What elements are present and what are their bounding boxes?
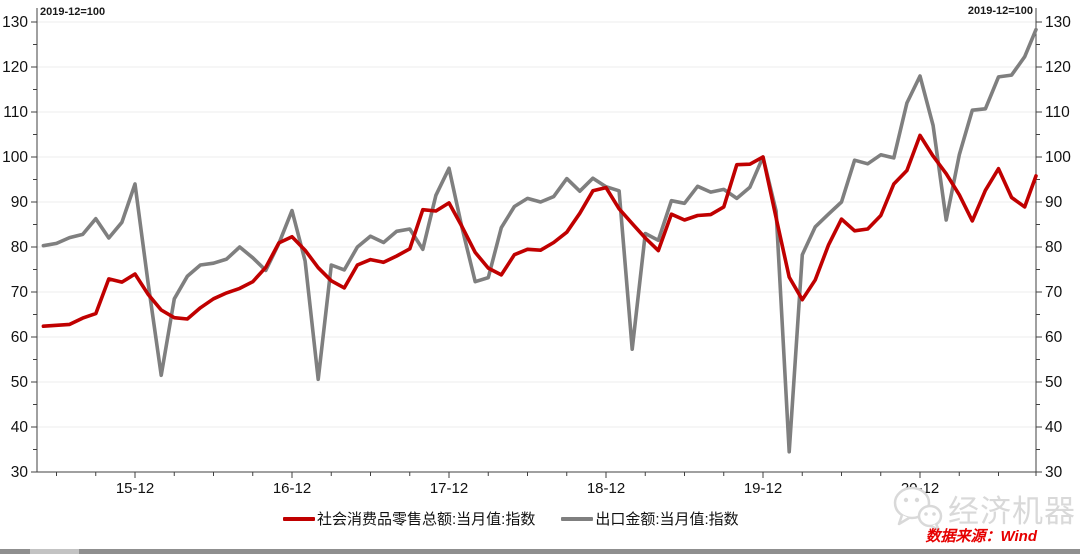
y-axis-label-right: 130 <box>1045 14 1071 31</box>
y-axis-label-right: 50 <box>1045 374 1063 391</box>
x-axis-label: 19-12 <box>744 480 782 497</box>
export-value-line <box>41 27 1038 454</box>
bottom-window-edge <box>0 549 1080 554</box>
y-axis-label-right: 30 <box>1045 464 1063 481</box>
x-axis-label: 15-12 <box>116 480 154 497</box>
y-axis-label-right: 90 <box>1045 194 1063 211</box>
watermark: 经济机器 <box>892 483 1076 533</box>
x-axis-label: 17-12 <box>430 480 468 497</box>
retail-line-swatch <box>283 516 315 521</box>
y-axis-label-right: 120 <box>1045 59 1071 76</box>
legend-label-retail: 社会消费品零售总额:当月值:指数 <box>317 511 536 528</box>
y-axis-label-left: 80 <box>11 239 29 256</box>
legend: 社会消费品零售总额:当月值:指数 出口金额:当月值:指数 <box>283 508 739 529</box>
index-note-right: 2019-12=100 <box>967 5 1033 17</box>
data-source-note: 数据来源：Wind <box>925 528 1037 545</box>
x-axis-label: 16-12 <box>273 480 311 497</box>
y-axis-label-right: 100 <box>1045 149 1071 166</box>
export-line-swatch <box>561 516 594 521</box>
retail-sales-line <box>41 133 1038 329</box>
y-axis-label-right: 80 <box>1045 239 1063 256</box>
x-axis-label: 18-12 <box>587 480 625 497</box>
y-axis-label-left: 70 <box>11 284 29 301</box>
legend-item-export: 出口金额:当月值:指数 <box>561 508 739 529</box>
y-axis-label-left: 90 <box>11 194 29 211</box>
y-axis-label-left: 120 <box>2 59 28 76</box>
legend-label-export: 出口金额:当月值:指数 <box>595 511 739 528</box>
y-axis-label-left: 100 <box>2 149 28 166</box>
y-axis-label-left: 60 <box>11 329 29 346</box>
y-axis-label-right: 40 <box>1045 419 1063 436</box>
y-axis-label-left: 40 <box>11 419 29 436</box>
wechat-icon <box>893 486 943 532</box>
legend-item-retail: 社会消费品零售总额:当月值:指数 <box>283 508 535 529</box>
y-axis-label-right: 60 <box>1045 329 1063 346</box>
y-axis-label-left: 50 <box>11 374 29 391</box>
y-axis-label-left: 130 <box>2 14 28 31</box>
y-axis-label-left: 110 <box>3 104 28 121</box>
y-axis-label-right: 70 <box>1045 284 1063 301</box>
watermark-text: 经济机器 <box>948 493 1076 529</box>
index-note-left: 2019-12=100 <box>40 6 106 18</box>
y-axis-label-left: 30 <box>11 464 29 481</box>
y-axis-label-right: 110 <box>1045 104 1070 121</box>
bottom-window-edge-highlight <box>30 549 79 554</box>
